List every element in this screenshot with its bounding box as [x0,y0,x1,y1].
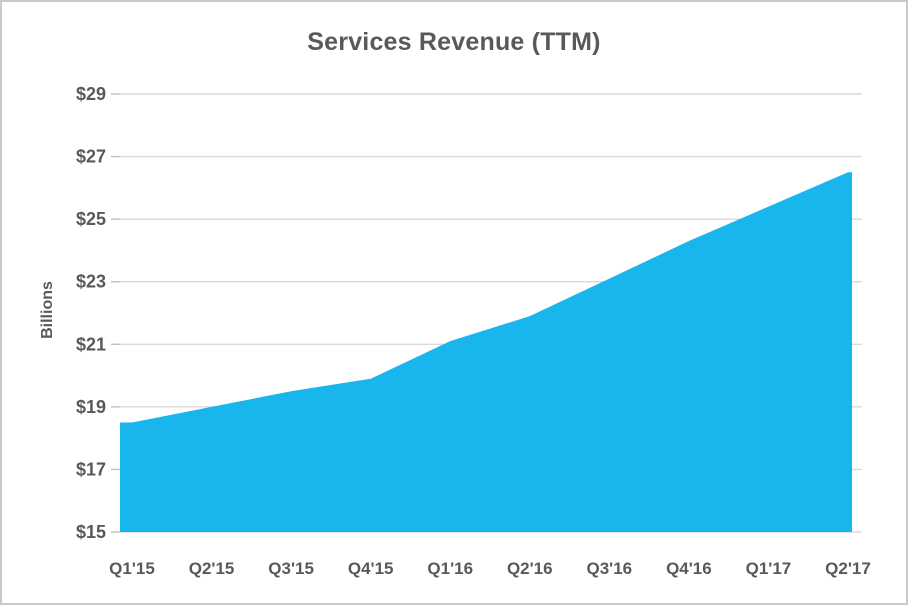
x-tick-label: Q1'15 [109,559,155,578]
y-tick-label: $21 [76,334,106,354]
y-tick-label: $19 [76,397,106,417]
y-tick-label: $23 [76,272,106,292]
y-tick-label: $25 [76,209,106,229]
area-shape [120,172,852,532]
x-tick-label: Q3'15 [268,559,314,578]
x-tick-label: Q3'16 [587,559,633,578]
x-tick-label: Q2'16 [507,559,553,578]
x-tick-label: Q2'15 [189,559,235,578]
x-tick-label: Q1'16 [427,559,473,578]
x-tick-label: Q2'17 [825,559,871,578]
y-tick-label: $15 [76,522,106,542]
x-tick-label: Q1'17 [746,559,792,578]
x-tick-label: Q4'15 [348,559,394,578]
y-tick-label: $27 [76,147,106,167]
y-tick-label: $17 [76,459,106,479]
chart-title: Services Revenue (TTM) [307,28,601,56]
x-tick-label: Q4'16 [666,559,712,578]
y-tick-label: $29 [76,84,106,104]
